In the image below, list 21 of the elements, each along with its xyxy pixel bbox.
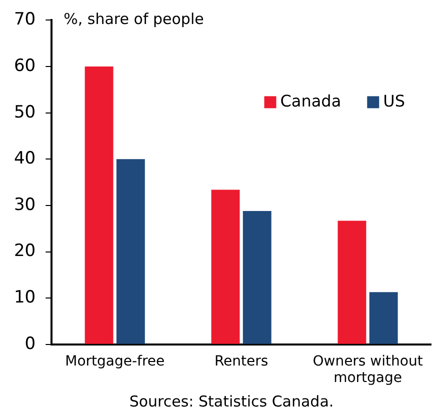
- bar: [242, 211, 272, 344]
- y-tick-label: 70: [14, 10, 36, 30]
- legend-label: US: [383, 91, 406, 110]
- y-tick-label: 60: [14, 56, 36, 76]
- y-tick-label: 0: [24, 334, 36, 354]
- y-tick-label: 20: [14, 241, 36, 262]
- x-tick-label: Renters: [214, 353, 268, 370]
- bar: [84, 66, 114, 344]
- x-tick-label: Mortgage-free: [65, 353, 165, 370]
- y-axis-title: %, share of people: [64, 10, 204, 28]
- bar: [338, 220, 366, 344]
- bar: [211, 190, 240, 344]
- legend-label: Canada: [280, 91, 342, 110]
- x-tick-label: Owners without mortgage: [312, 353, 424, 386]
- y-tick-label: 40: [14, 148, 36, 169]
- y-tick-label: 10: [14, 288, 36, 308]
- bar: [116, 159, 145, 344]
- bar: [369, 292, 398, 344]
- y-tick-label: 30: [14, 194, 36, 215]
- y-tick-label: 50: [14, 102, 36, 122]
- source-note: Sources: Statistics Canada.: [129, 392, 334, 410]
